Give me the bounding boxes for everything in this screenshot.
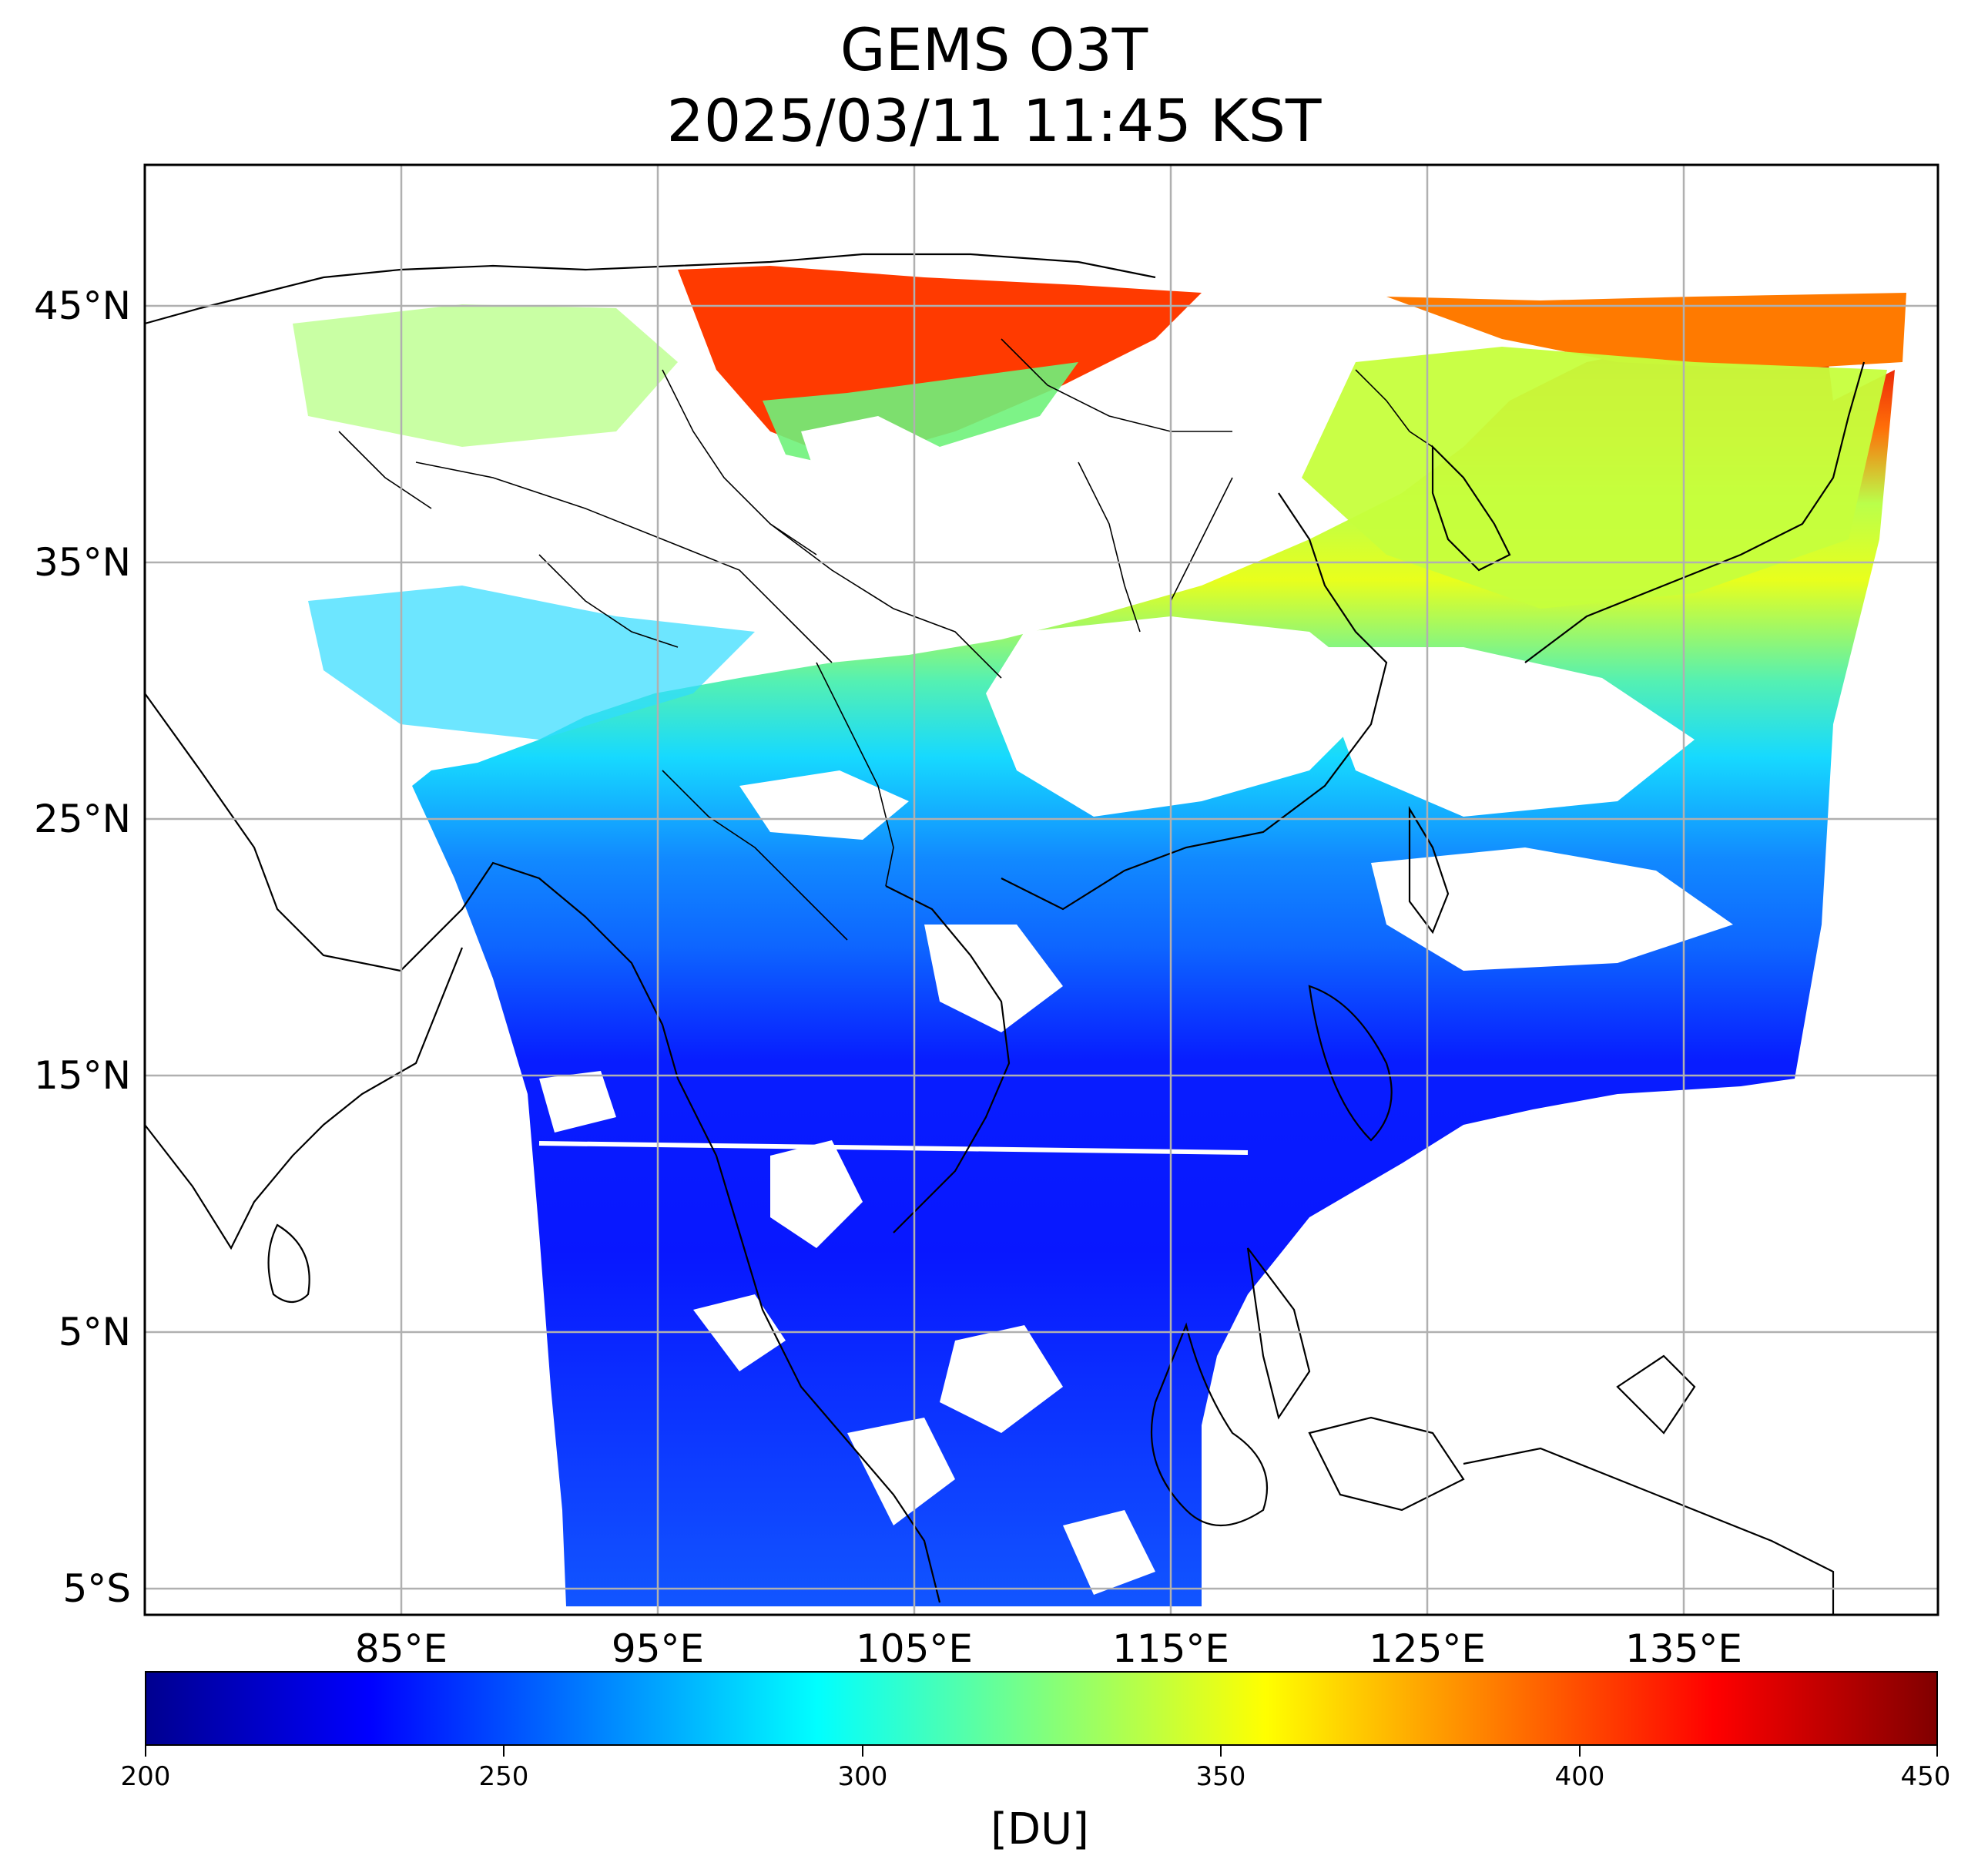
lon-label: 95°E [611, 1626, 705, 1671]
map-frame [143, 163, 1939, 1616]
colorbar-tick-label: 250 [478, 1761, 529, 1792]
colorbar [145, 1671, 1938, 1746]
colorbar-tick-label: 350 [1195, 1761, 1246, 1792]
colorbar-tick [503, 1746, 505, 1757]
lat-label: 45°N [33, 284, 131, 328]
colorbar-tick-label: 300 [837, 1761, 888, 1792]
lat-label: 15°N [33, 1053, 131, 1098]
colorbar-tick [1579, 1746, 1581, 1757]
lon-label: 85°E [354, 1626, 448, 1671]
cloud-mask [539, 416, 1733, 1595]
ozone-field-west [293, 304, 678, 447]
ozone-field-main [412, 339, 1895, 1606]
colorbar-gradient [145, 1671, 1938, 1746]
lon-label: 125°E [1368, 1626, 1487, 1671]
colorbar-tick [145, 1746, 146, 1757]
colorbar-tick [1220, 1746, 1222, 1757]
chart-title: GEMS O3T [840, 15, 1148, 84]
colorbar-tick [1936, 1746, 1938, 1757]
colorbar-tick-label: 400 [1554, 1761, 1605, 1792]
country-borders [338, 338, 1433, 941]
lon-label: 115°E [1111, 1626, 1230, 1671]
lat-label: 5°N [58, 1310, 131, 1354]
lon-label: 105°E [855, 1626, 974, 1671]
lon-label: 135°E [1624, 1626, 1743, 1671]
grid-lines [145, 165, 1938, 1615]
colorbar-tick-label: 450 [1900, 1761, 1951, 1792]
ozone-field-tibet [308, 586, 755, 740]
lat-label: 5°S [62, 1566, 131, 1611]
colorbar-tick-label: 200 [120, 1761, 171, 1792]
colorbar-tick [862, 1746, 863, 1757]
ozone-field-korea [1386, 293, 1906, 370]
colorbar-unit-label: [DU] [991, 1804, 1089, 1854]
lat-label: 25°N [33, 797, 131, 841]
ozone-field-korea-low [1302, 347, 1887, 609]
lat-label: 35°N [33, 540, 131, 585]
chart-subtitle: 2025/03/11 11:45 KST [666, 86, 1322, 155]
